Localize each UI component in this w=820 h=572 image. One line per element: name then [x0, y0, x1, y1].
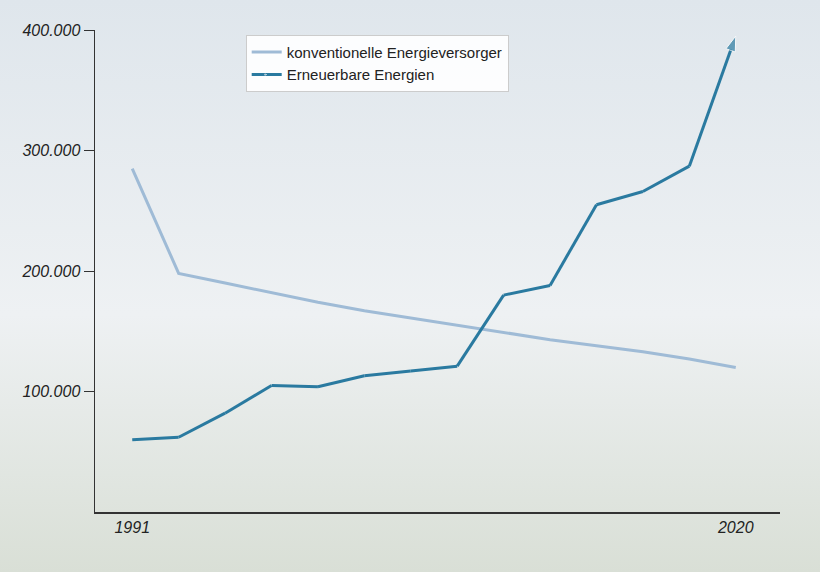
svg-text:2020: 2020	[717, 519, 754, 536]
svg-text:300.000: 300.000	[22, 142, 80, 159]
svg-text:200.000: 200.000	[21, 263, 80, 280]
svg-text:konventionelle Energieversorge: konventionelle Energieversorger	[287, 44, 502, 61]
svg-text:1991: 1991	[114, 519, 150, 536]
svg-text:400.000: 400.000	[22, 22, 80, 39]
svg-text:Erneuerbare Energien: Erneuerbare Energien	[287, 66, 435, 83]
svg-text:100.000: 100.000	[22, 383, 80, 400]
